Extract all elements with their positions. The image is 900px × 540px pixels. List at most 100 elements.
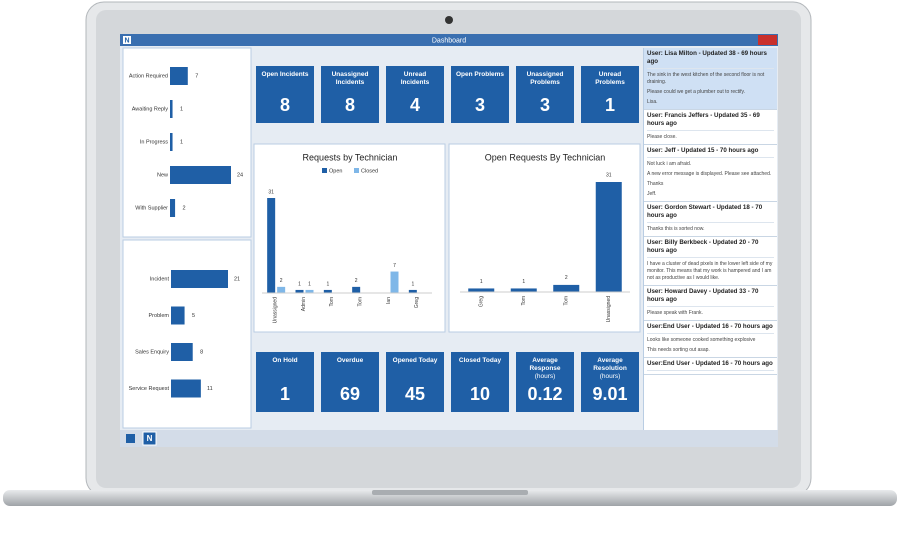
tile: Unassigned Incidents 8 bbox=[321, 66, 379, 123]
tile: Average Response (hours) 0.12 bbox=[516, 352, 574, 412]
feed-body: The sink in the west kitchen of the seco… bbox=[647, 72, 765, 85]
category-label: Service Request bbox=[129, 386, 170, 392]
feed-body: A new error message is displayed. Please… bbox=[647, 171, 772, 177]
feed-header: User: Lisa Milton - Updated 38 - 69 hour… bbox=[647, 50, 774, 69]
chart-title: Requests by Technician bbox=[303, 152, 398, 162]
bar bbox=[305, 289, 314, 293]
legend-swatch bbox=[322, 168, 327, 173]
tile-label: Opened Today bbox=[392, 357, 438, 364]
bar bbox=[170, 166, 231, 184]
value-label: 31 bbox=[268, 189, 274, 195]
feed-body: Jeff. bbox=[647, 191, 657, 197]
bar bbox=[295, 289, 304, 293]
tile-label: Open Problems bbox=[455, 71, 505, 78]
feed-header: User: Gordon Stewart - Updated 18 - 70 h… bbox=[647, 204, 774, 223]
category-label: Problem bbox=[149, 313, 170, 319]
feed-item[interactable]: User:End User - Updated 16 - 70 hours ag… bbox=[644, 358, 777, 375]
category-label: Greg bbox=[479, 296, 485, 307]
value-label: 2 bbox=[183, 205, 186, 211]
feed-item[interactable]: User: Howard Davey - Updated 33 - 70 hou… bbox=[644, 286, 777, 321]
tile-label: Average Resolution bbox=[593, 357, 627, 372]
category-label: Admin bbox=[301, 297, 307, 311]
bar bbox=[170, 199, 176, 217]
category-label: Tom bbox=[357, 297, 363, 306]
feed-item[interactable]: User:End User - Updated 16 - 70 hours ag… bbox=[644, 321, 777, 358]
bar bbox=[171, 343, 193, 361]
tile: Average Resolution (hours) 9.01 bbox=[581, 352, 639, 412]
category-label: Sales Enquiry bbox=[135, 349, 169, 355]
tile-label: Unassigned Incidents bbox=[331, 71, 369, 86]
feed-header: User:End User - Updated 16 - 70 hours ag… bbox=[647, 323, 774, 334]
tile-value: 45 bbox=[404, 384, 426, 404]
tile: Unread Incidents 4 bbox=[386, 66, 444, 123]
tile-value: 9.01 bbox=[592, 384, 628, 404]
bar bbox=[171, 379, 201, 398]
category-label: In Progress bbox=[140, 139, 168, 145]
feed-item[interactable]: User: Billy Berkbeck - Updated 20 - 70 h… bbox=[644, 237, 777, 286]
bar bbox=[595, 182, 622, 292]
laptop-base bbox=[3, 490, 897, 506]
start-button[interactable] bbox=[126, 434, 135, 443]
feed-header: User: Francis Jeffers - Updated 35 - 69 … bbox=[647, 112, 774, 131]
bar bbox=[170, 67, 188, 85]
taskbar-app-text: N bbox=[147, 434, 153, 443]
title-bar bbox=[120, 34, 778, 46]
tile-value: 69 bbox=[339, 384, 361, 404]
value-label: 1 bbox=[308, 281, 311, 287]
taskbar-app[interactable] bbox=[142, 431, 157, 446]
feed-header: User:End User - Updated 16 - 70 hours ag… bbox=[647, 360, 774, 371]
category-label: Awaiting Reply bbox=[132, 106, 169, 112]
value-label: 1 bbox=[326, 281, 329, 287]
base-notch bbox=[372, 490, 528, 495]
value-label: 1 bbox=[180, 139, 183, 145]
requests-panel bbox=[253, 143, 446, 333]
feed-body: Looks like someone cooked something expl… bbox=[647, 337, 756, 343]
bar bbox=[510, 288, 537, 292]
bar bbox=[352, 286, 361, 293]
feed-body: Please could we get a plumber out to rec… bbox=[647, 89, 746, 95]
value-label: 2 bbox=[355, 278, 358, 284]
bar bbox=[323, 289, 332, 293]
tile-value: 3 bbox=[474, 95, 485, 115]
feed-item[interactable]: User: Jeff - Updated 15 - 70 hours ago No… bbox=[644, 145, 777, 202]
feed-item[interactable]: User: Gordon Stewart - Updated 18 - 70 h… bbox=[644, 202, 777, 237]
feed-body: Please close. bbox=[647, 134, 677, 140]
tile: Unread Problems 1 bbox=[581, 66, 639, 123]
tile-value: 3 bbox=[539, 95, 550, 115]
tile-value: 1 bbox=[604, 95, 615, 115]
value-label: 2 bbox=[280, 278, 283, 284]
tile-value: 10 bbox=[469, 384, 491, 404]
feed-item[interactable]: User: Lisa Milton - Updated 38 - 69 hour… bbox=[644, 48, 777, 110]
activity-feed: User: Lisa Milton - Updated 38 - 69 hour… bbox=[643, 48, 777, 430]
tile-value: 1 bbox=[279, 384, 290, 404]
tile-label: Open Incidents bbox=[261, 71, 309, 78]
tile: Closed Today 10 bbox=[451, 352, 509, 412]
feed-body: Thanks this is sorted now. bbox=[647, 226, 705, 232]
app-icon bbox=[123, 36, 131, 44]
bar bbox=[553, 284, 580, 292]
category-label: With Supplier bbox=[135, 205, 168, 211]
value-label: 2 bbox=[565, 275, 568, 281]
value-label: 31 bbox=[606, 172, 612, 178]
bar bbox=[267, 198, 276, 293]
value-label: 8 bbox=[200, 349, 203, 355]
tile-sublabel: (hours) bbox=[599, 373, 621, 380]
feed-body: This needs sorting out asap. bbox=[647, 347, 710, 353]
value-label: 1 bbox=[298, 281, 301, 287]
type-panel bbox=[122, 239, 252, 429]
feed-header: User: Howard Davey - Updated 33 - 70 hou… bbox=[647, 288, 774, 307]
feed-header: User: Jeff - Updated 15 - 70 hours ago bbox=[647, 147, 774, 158]
feed-item[interactable]: User: Francis Jeffers - Updated 35 - 69 … bbox=[644, 110, 777, 145]
feed-body: Thanks bbox=[647, 181, 664, 187]
tile-sublabel: (hours) bbox=[534, 373, 556, 380]
tile: Open Problems 3 bbox=[451, 66, 509, 123]
category-label: Ian bbox=[386, 297, 392, 304]
close-button[interactable] bbox=[758, 35, 777, 45]
tile-value: 8 bbox=[279, 95, 290, 115]
chart-title: Open Requests By Technician bbox=[485, 152, 605, 162]
tile-label: Closed Today bbox=[458, 357, 502, 364]
taskbar bbox=[120, 430, 778, 447]
legend-label: Closed bbox=[361, 168, 378, 174]
category-label: Tom bbox=[521, 296, 527, 305]
